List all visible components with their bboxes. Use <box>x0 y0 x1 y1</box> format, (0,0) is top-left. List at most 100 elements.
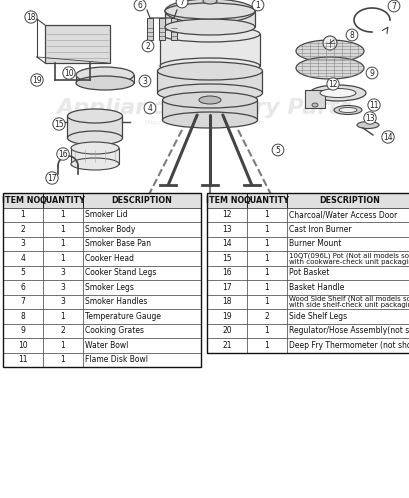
Text: Smoker Handles: Smoker Handles <box>85 297 147 306</box>
Text: Smoker Lid: Smoker Lid <box>85 210 127 219</box>
Ellipse shape <box>71 158 119 170</box>
Bar <box>43 251 83 265</box>
Bar <box>3 237 43 251</box>
Text: Pot Basket: Pot Basket <box>288 268 328 277</box>
Bar <box>76 75 134 83</box>
Text: 3: 3 <box>61 268 65 277</box>
Bar <box>83 294 200 309</box>
Ellipse shape <box>160 26 259 42</box>
Text: 9: 9 <box>20 326 25 335</box>
Text: 1: 1 <box>61 355 65 364</box>
Text: 19: 19 <box>32 76 42 85</box>
Bar <box>83 237 200 251</box>
Bar <box>286 265 409 280</box>
Text: http://www.appliancefactoryparts.com: http://www.appliancefactoryparts.com <box>144 120 265 124</box>
Text: 10QT(096L) Pot (Not all models sold: 10QT(096L) Pot (Not all models sold <box>288 252 409 259</box>
Text: 3: 3 <box>61 283 65 292</box>
Text: 20: 20 <box>222 326 231 335</box>
Ellipse shape <box>322 36 336 50</box>
Text: 4: 4 <box>147 104 152 113</box>
Bar <box>3 208 43 222</box>
Ellipse shape <box>76 67 134 83</box>
Text: 1: 1 <box>264 210 269 219</box>
Text: 15: 15 <box>54 120 64 128</box>
Text: Charcoal/Water Access Door: Charcoal/Water Access Door <box>288 210 396 219</box>
Text: 21: 21 <box>222 341 231 350</box>
Bar <box>171 18 177 40</box>
Text: 3: 3 <box>20 239 25 248</box>
Bar <box>246 237 286 251</box>
Bar <box>83 280 200 294</box>
Text: 11: 11 <box>18 355 28 364</box>
Bar <box>286 222 409 237</box>
Text: 17: 17 <box>222 283 231 292</box>
Text: 3: 3 <box>61 297 65 306</box>
Text: 7: 7 <box>391 1 396 10</box>
Bar <box>43 208 83 222</box>
Bar <box>43 237 83 251</box>
Text: 10: 10 <box>18 341 28 350</box>
Text: 8: 8 <box>349 30 353 39</box>
Bar <box>71 148 119 164</box>
Text: 3: 3 <box>142 77 147 86</box>
Text: 1: 1 <box>264 268 269 277</box>
Ellipse shape <box>76 76 134 90</box>
Bar <box>162 100 257 120</box>
Bar <box>207 251 246 265</box>
Text: 7: 7 <box>20 297 25 306</box>
Bar <box>157 71 262 93</box>
Text: 1: 1 <box>264 341 269 350</box>
Bar <box>147 18 153 40</box>
Text: Smoker Legs: Smoker Legs <box>85 283 134 292</box>
Bar <box>286 251 409 265</box>
Bar <box>83 324 200 338</box>
Text: 14: 14 <box>222 239 231 248</box>
Text: 13: 13 <box>222 225 231 234</box>
Bar <box>43 324 83 338</box>
Text: Wood Side Shelf (Not all models sold: Wood Side Shelf (Not all models sold <box>288 296 409 302</box>
Ellipse shape <box>295 57 363 79</box>
Bar <box>160 34 259 66</box>
Ellipse shape <box>356 122 378 128</box>
Ellipse shape <box>198 96 220 104</box>
Text: 7: 7 <box>179 0 184 6</box>
Text: 2: 2 <box>20 225 25 234</box>
Text: 11: 11 <box>369 101 378 110</box>
Bar <box>43 222 83 237</box>
Bar <box>246 338 286 353</box>
Ellipse shape <box>162 92 257 108</box>
Text: Basket Handle: Basket Handle <box>288 283 344 292</box>
Bar <box>286 324 409 338</box>
Text: 2: 2 <box>145 41 150 50</box>
Bar <box>43 338 83 353</box>
Bar <box>3 280 43 294</box>
Bar <box>207 222 246 237</box>
Text: QUANTITY: QUANTITY <box>243 196 289 205</box>
Text: 19: 19 <box>222 312 231 321</box>
Text: 1: 1 <box>264 326 269 335</box>
Text: 13: 13 <box>364 114 374 123</box>
Text: 6: 6 <box>20 283 25 292</box>
Bar <box>286 193 409 208</box>
Text: 1: 1 <box>264 239 269 248</box>
Text: 1: 1 <box>61 239 65 248</box>
Ellipse shape <box>162 112 257 128</box>
Text: Cooking Grates: Cooking Grates <box>85 326 144 335</box>
Text: 1: 1 <box>264 297 269 306</box>
Bar <box>246 309 286 324</box>
Bar <box>246 208 286 222</box>
Ellipse shape <box>164 19 254 35</box>
Bar <box>3 324 43 338</box>
Text: with cookware-check unit packaging): with cookware-check unit packaging) <box>288 258 409 265</box>
Text: 17: 17 <box>47 173 57 182</box>
Bar <box>83 222 200 237</box>
Text: DESCRIPTION: DESCRIPTION <box>318 196 379 205</box>
Bar <box>43 353 83 367</box>
Text: 6: 6 <box>137 0 142 9</box>
Bar <box>43 280 83 294</box>
Bar <box>164 11 254 27</box>
Bar <box>43 309 83 324</box>
Text: ITEM NO.: ITEM NO. <box>206 196 247 205</box>
Text: 1: 1 <box>264 254 269 263</box>
Bar <box>246 324 286 338</box>
